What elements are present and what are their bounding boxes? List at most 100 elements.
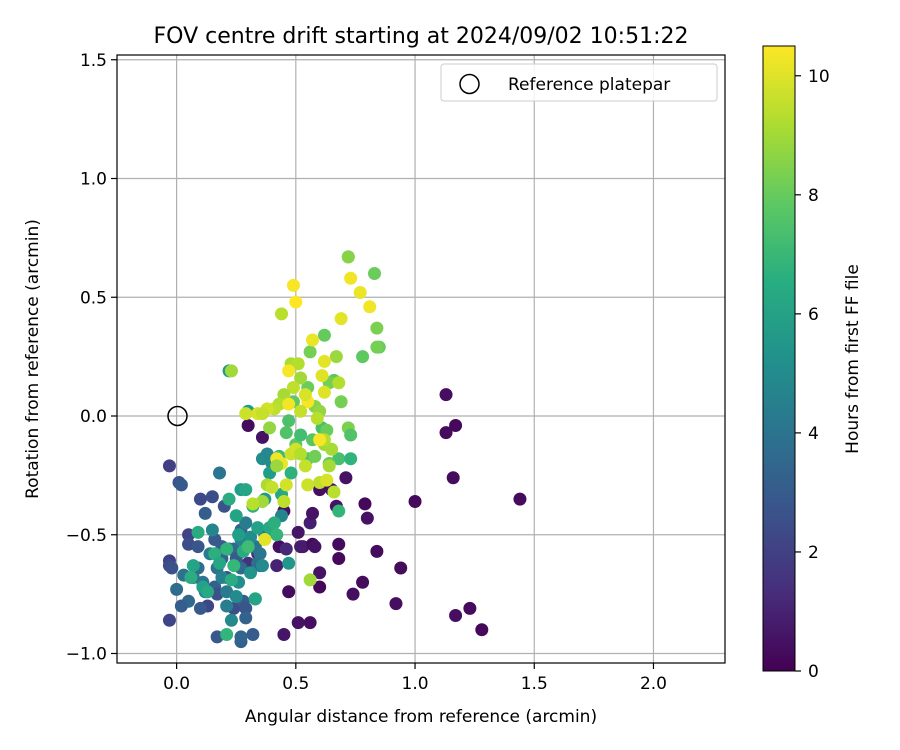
data-point <box>232 528 246 542</box>
data-point <box>334 312 348 326</box>
data-point <box>201 585 215 599</box>
data-point <box>301 478 315 492</box>
data-point <box>346 587 360 601</box>
x-tick-label: 0.5 <box>282 674 309 694</box>
data-point <box>303 573 317 587</box>
data-point <box>313 433 327 447</box>
data-point <box>282 556 296 570</box>
data-point <box>241 419 255 432</box>
data-point <box>248 592 262 606</box>
colorbar-label: Hours from first FF file <box>843 264 863 454</box>
data-point <box>341 250 355 264</box>
data-point <box>282 364 296 378</box>
data-point <box>291 616 305 630</box>
data-point <box>320 473 334 487</box>
data-point <box>220 628 234 641</box>
y-tick-label: 1.0 <box>80 170 107 190</box>
data-point <box>246 497 260 511</box>
data-point <box>325 442 339 456</box>
data-point <box>306 506 320 520</box>
colorbar <box>762 45 796 672</box>
legend-box <box>440 63 718 102</box>
data-point <box>241 540 255 554</box>
data-point <box>277 495 291 508</box>
data-point <box>246 628 260 641</box>
data-point <box>368 267 382 280</box>
data-point <box>270 528 284 542</box>
data-point <box>334 395 348 409</box>
data-point <box>229 590 243 603</box>
data-point <box>394 561 408 575</box>
data-point <box>282 414 296 428</box>
data-point <box>439 426 453 440</box>
y-axis-label: Rotation from reference (arcmin) <box>23 219 43 499</box>
data-point <box>227 559 241 573</box>
data-point <box>389 597 403 611</box>
data-point <box>308 540 322 554</box>
data-point <box>344 452 358 466</box>
data-point <box>267 516 281 530</box>
data-point <box>277 628 291 641</box>
data-point <box>205 523 219 537</box>
data-point <box>332 376 346 390</box>
data-point <box>327 485 341 499</box>
data-point <box>344 428 358 442</box>
y-tick-label: −0.5 <box>66 526 107 546</box>
y-tick-label: −1.0 <box>66 645 107 665</box>
data-point <box>308 449 322 463</box>
data-point <box>162 459 176 473</box>
data-point <box>255 430 269 444</box>
data-point <box>191 525 205 539</box>
data-point <box>165 561 179 575</box>
data-point <box>370 544 384 558</box>
colorbar-tick-label: 8 <box>808 186 819 206</box>
data-point <box>370 321 384 335</box>
data-point <box>306 333 320 347</box>
data-point <box>332 552 346 565</box>
data-point <box>317 328 331 342</box>
data-point <box>213 466 227 480</box>
data-point <box>363 300 377 314</box>
data-point <box>356 350 370 364</box>
colorbar-ticks: 0 2 4 6 8 10 <box>795 67 830 682</box>
data-point <box>275 307 289 321</box>
data-point <box>224 613 238 627</box>
data-point <box>294 447 308 461</box>
x-axis-ticks: 0.0 0.5 1.0 1.5 2.0 <box>163 663 667 694</box>
data-point <box>265 480 279 494</box>
data-point <box>193 601 207 615</box>
reference-marker <box>167 405 188 427</box>
data-point <box>294 540 308 554</box>
data-point <box>284 466 298 480</box>
data-point <box>475 623 489 637</box>
data-point <box>332 504 346 518</box>
x-tick-label: 1.5 <box>521 674 548 694</box>
data-point <box>294 371 308 385</box>
data-point <box>184 571 198 584</box>
data-point <box>291 525 305 539</box>
data-point <box>239 407 253 421</box>
chart-title: FOV centre drift starting at 2024/09/02 … <box>154 24 689 49</box>
data-point <box>329 350 343 364</box>
data-point <box>239 516 253 530</box>
data-point <box>170 582 184 596</box>
data-point <box>244 566 258 580</box>
data-point <box>317 354 331 368</box>
data-point <box>270 559 284 573</box>
data-point <box>289 295 303 309</box>
x-tick-label: 0.0 <box>163 674 190 694</box>
colorbar-tick-label: 2 <box>808 543 819 563</box>
x-tick-label: 1.0 <box>402 674 429 694</box>
data-point <box>313 580 327 594</box>
data-point <box>463 601 477 615</box>
y-tick-label: 0.5 <box>80 288 107 308</box>
plot-frame <box>116 54 726 664</box>
y-tick-label: 0.0 <box>80 407 107 427</box>
data-point <box>279 542 293 556</box>
data-point <box>229 509 243 523</box>
x-axis-label: Angular distance from reference (arcmin) <box>245 707 597 727</box>
data-point <box>279 426 293 440</box>
data-point <box>344 271 358 285</box>
data-point <box>358 497 372 511</box>
data-point <box>270 459 284 473</box>
